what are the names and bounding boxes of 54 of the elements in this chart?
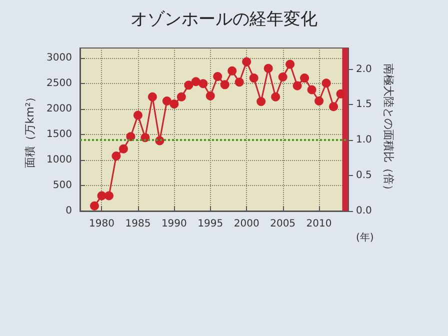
point — [213, 72, 222, 82]
point — [300, 74, 310, 83]
point — [162, 96, 172, 106]
point — [220, 80, 230, 90]
y-tick-label: 0 — [66, 206, 72, 216]
x-tick-label: 2005 — [270, 218, 296, 230]
point — [133, 110, 142, 120]
x-tick-label: 1995 — [198, 218, 224, 230]
x-axis-title: (年) — [356, 232, 374, 244]
point — [118, 144, 128, 154]
point — [314, 96, 324, 106]
point — [198, 79, 208, 88]
point — [278, 72, 288, 82]
y-tick-label: 2500 — [46, 78, 72, 90]
point — [271, 92, 280, 102]
point — [322, 78, 331, 88]
point — [329, 102, 338, 112]
point — [206, 91, 215, 100]
point — [234, 78, 244, 87]
y-tick-label: 1500 — [46, 129, 72, 140]
point — [176, 92, 186, 102]
y2-axis-title: 南極大陸との面積比（倍） — [382, 64, 395, 196]
point — [264, 64, 273, 73]
point — [292, 81, 302, 90]
y-tick-label: 2000 — [46, 104, 72, 115]
point — [249, 74, 258, 83]
y2-tick-label: 1.5 — [356, 99, 372, 110]
point — [148, 92, 157, 102]
point — [336, 89, 346, 98]
y-tick-label: 3000 — [46, 52, 72, 64]
x-tick-label: 2000 — [234, 218, 260, 230]
point — [170, 100, 179, 109]
point — [286, 60, 295, 69]
point — [228, 66, 237, 76]
x-tick-label: 1985 — [125, 218, 151, 230]
y2-tick-label: 2.0 — [356, 64, 372, 75]
y2-tick-label: 1.0 — [356, 134, 372, 146]
y-axis-title: 面積（万km²） — [24, 91, 37, 168]
y-tick-label: 1000 — [46, 154, 72, 166]
chart-title: オゾンホールの経年変化 — [130, 10, 318, 30]
point — [104, 191, 114, 200]
point — [184, 80, 194, 90]
x-tick-label: 1990 — [161, 218, 187, 230]
point — [256, 96, 266, 106]
y2-tick-label: 0.5 — [356, 170, 372, 182]
point — [90, 201, 99, 210]
x-tick-label: 1980 — [89, 218, 114, 230]
point — [242, 57, 252, 66]
y2-tick-label: 0.0 — [356, 206, 372, 216]
y-tick-label: 500 — [52, 180, 72, 192]
x-tick-label: 2010 — [306, 218, 332, 230]
point — [112, 151, 121, 160]
point — [307, 85, 316, 94]
point — [191, 77, 200, 86]
